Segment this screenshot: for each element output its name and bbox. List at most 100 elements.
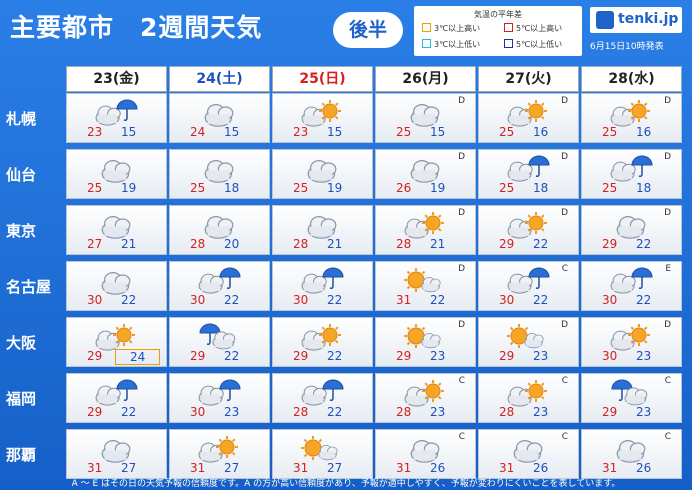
low-temp: 23 xyxy=(224,405,240,419)
forecast-cell: 31 26 C xyxy=(581,429,682,479)
reliability-grade: D xyxy=(664,152,671,162)
cloud-rain-icon xyxy=(198,379,241,406)
city-label: 札幌 xyxy=(6,110,37,128)
cloud-icon xyxy=(95,435,135,463)
legend-label: 5℃以上低い xyxy=(516,40,563,49)
footer-note: A ～ E はその日の天気予報の信頼度です。A の方が高い信頼度があり、予報が適… xyxy=(71,479,621,489)
low-temp: 21 xyxy=(430,237,446,251)
low-temp: 19 xyxy=(327,181,343,195)
high-temp: 31 xyxy=(396,293,412,307)
high-temp: 30 xyxy=(87,293,103,307)
forecast-cell: 25 19 xyxy=(66,149,167,199)
low-temp: 24 xyxy=(115,349,161,365)
forecast-cell: 29 22 xyxy=(66,373,167,423)
sun-cloud-icon xyxy=(507,323,547,349)
low-temp: 22 xyxy=(327,293,343,307)
forecast-cell: 25 15 D xyxy=(375,93,476,143)
half-badge: 後半 xyxy=(333,12,403,48)
forecast-cell: 25 18 D xyxy=(581,149,682,199)
low-temp: 27 xyxy=(121,461,137,475)
reliability-grade: D xyxy=(458,152,465,162)
forecast-cell: 29 23 D xyxy=(478,317,579,367)
city-label: 那覇 xyxy=(6,446,37,464)
low-temp: 22 xyxy=(224,293,240,307)
reliability-grade: D xyxy=(561,320,568,330)
forecast-cell: 28 21 D xyxy=(375,205,476,255)
forecast-cell: 31 22 D xyxy=(375,261,476,311)
high-temp: 29 xyxy=(602,237,618,251)
high-temp: 28 xyxy=(499,405,515,419)
legend-item: 3℃以上高い xyxy=(422,23,480,34)
forecast-cell: 29 22 xyxy=(169,317,270,367)
reliability-grade: C xyxy=(458,432,465,442)
cloud-sun-icon xyxy=(610,99,650,127)
day-header: 27(火) xyxy=(478,66,579,92)
legend-title: 気温の平年差 xyxy=(474,10,522,19)
low-temp: 21 xyxy=(121,237,137,251)
forecast-cell: 30 22 xyxy=(169,261,270,311)
low-temp: 15 xyxy=(430,125,446,139)
cloud-rain-icon xyxy=(301,267,344,294)
forecast-cell: 29 23 D xyxy=(375,317,476,367)
tenki-logo[interactable]: tenki.jp xyxy=(590,7,682,33)
reliability-grade: D xyxy=(561,208,568,218)
reliability-grade: C xyxy=(561,376,568,386)
forecast-cell: 30 22 E xyxy=(581,261,682,311)
low-temp: 19 xyxy=(430,181,446,195)
cloud-rain-icon xyxy=(610,267,653,294)
cloud-sun-icon xyxy=(507,211,547,239)
high-temp: 31 xyxy=(602,461,618,475)
reliability-grade: D xyxy=(561,96,568,106)
high-temp: 25 xyxy=(602,125,618,139)
high-temp: 25 xyxy=(499,181,515,195)
forecast-cell: 23 15 xyxy=(66,93,167,143)
high-temp: 29 xyxy=(87,405,103,419)
low-temp: 15 xyxy=(327,125,343,139)
low-temp: 16 xyxy=(636,125,652,139)
reliability-grade: C xyxy=(458,376,465,386)
reliability-grade: D xyxy=(664,208,671,218)
high-temp: 25 xyxy=(87,181,103,195)
low-temp: 22 xyxy=(121,405,137,419)
high-temp: 31 xyxy=(87,461,103,475)
low-temp: 23 xyxy=(636,405,652,419)
cloud-rain-icon xyxy=(95,99,138,126)
cloud-icon xyxy=(198,211,238,239)
low-temp: 22 xyxy=(430,293,446,307)
low-temp: 23 xyxy=(533,349,549,363)
low-temp: 26 xyxy=(533,461,549,475)
cloud-icon xyxy=(404,99,444,127)
legend-swatch-orange xyxy=(422,23,431,32)
high-temp: 25 xyxy=(396,125,412,139)
low-temp: 18 xyxy=(533,181,549,195)
cloud-icon xyxy=(404,435,444,463)
high-temp: 31 xyxy=(190,461,206,475)
high-temp: 25 xyxy=(499,125,515,139)
forecast-cell: 28 23 C xyxy=(375,373,476,423)
forecast-cell: 25 18 D xyxy=(478,149,579,199)
low-temp: 22 xyxy=(327,349,343,363)
page-title: 主要都市 2週間天気 xyxy=(10,13,263,42)
low-temp: 27 xyxy=(224,461,240,475)
cloud-icon xyxy=(198,155,238,183)
low-temp: 22 xyxy=(636,293,652,307)
cloud-icon xyxy=(95,267,135,295)
high-temp: 23 xyxy=(293,125,309,139)
cloud-rain-icon xyxy=(95,379,138,406)
low-temp: 26 xyxy=(636,461,652,475)
low-temp: 21 xyxy=(327,237,343,251)
reliability-grade: C xyxy=(664,432,671,442)
forecast-cell: 29 24 xyxy=(66,317,167,367)
high-temp: 31 xyxy=(293,461,309,475)
low-temp: 22 xyxy=(121,293,137,307)
high-temp: 29 xyxy=(499,349,515,363)
cloud-sun-icon xyxy=(95,323,135,351)
high-temp: 28 xyxy=(396,405,412,419)
issued-time: 6月15日10時発表 xyxy=(590,42,664,52)
high-temp: 29 xyxy=(396,349,412,363)
high-temp: 27 xyxy=(87,237,103,251)
forecast-cell: 29 22 xyxy=(272,317,373,367)
forecast-cell: 28 23 C xyxy=(478,373,579,423)
low-temp: 20 xyxy=(224,237,240,251)
city-label: 東京 xyxy=(6,222,37,240)
